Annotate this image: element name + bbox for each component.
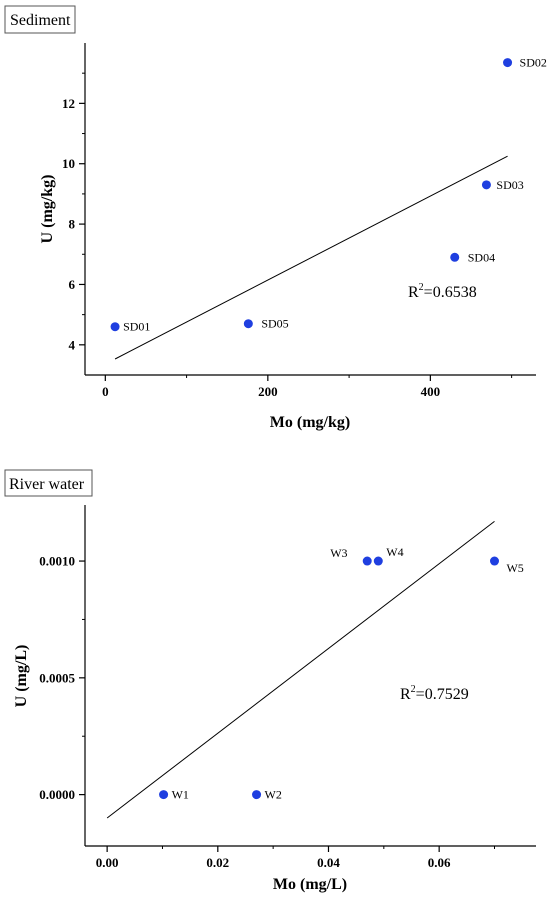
y-tick-label: 8 xyxy=(69,217,76,232)
x-axis-title: Mo (mg/kg) xyxy=(270,414,350,431)
point-label-w2: W2 xyxy=(265,788,282,802)
x-tick-label: 0.02 xyxy=(206,855,229,870)
x-tick-label: 0 xyxy=(102,384,109,399)
point-label-sd01: SD01 xyxy=(123,320,150,334)
r2-prefix: R xyxy=(408,284,419,301)
x-axis-title: Mo (mg/L) xyxy=(273,876,347,893)
r2-value: =0.7529 xyxy=(416,686,469,703)
fit-line xyxy=(114,155,508,360)
y-tick-label: 0.0005 xyxy=(39,670,75,685)
x-ticks: 0 200 400 xyxy=(102,375,513,399)
point-label-w3: W3 xyxy=(330,546,347,560)
data-point-w1 xyxy=(159,790,169,800)
data-point-w3 xyxy=(362,556,372,566)
panel-label: River water xyxy=(9,476,85,493)
data-point-w4 xyxy=(373,556,383,566)
y-tick-label: 10 xyxy=(62,156,75,171)
data-point-sd03 xyxy=(481,180,491,190)
point-label-sd05: SD05 xyxy=(261,317,288,331)
point-label-sd04: SD04 xyxy=(468,250,495,264)
y-ticks: 4 6 8 10 12 xyxy=(62,72,85,352)
x-tick-label: 400 xyxy=(421,384,441,399)
point-label-sd02: SD02 xyxy=(520,56,547,70)
fit-line xyxy=(106,520,495,819)
x-tick-label: 0.00 xyxy=(96,855,119,870)
data-point-sd05 xyxy=(243,319,253,329)
y-ticks: 0.0000 0.0005 0.0010 xyxy=(39,554,85,802)
x-tick-label: 0.04 xyxy=(317,855,340,870)
r2-value: =0.6538 xyxy=(424,284,477,301)
data-point-w2 xyxy=(252,790,262,800)
data-points: W1 W2 W3 W4 W5 xyxy=(159,545,524,802)
x-ticks: 0.00 0.02 0.04 0.06 xyxy=(96,846,495,870)
y-axis-title: U (mg/kg) xyxy=(39,175,56,244)
r2-superscript: 2 xyxy=(411,684,416,695)
r-squared-label: R2=0.6538 xyxy=(408,282,477,301)
y-axis-title: U (mg/L) xyxy=(13,645,30,708)
data-point-sd01 xyxy=(110,322,120,332)
data-point-sd04 xyxy=(450,252,460,262)
x-tick-label: 200 xyxy=(258,384,278,399)
y-tick-label: 6 xyxy=(69,277,76,292)
y-tick-label: 4 xyxy=(69,337,76,352)
y-tick-label: 0.0000 xyxy=(39,787,75,802)
data-points: SD01 SD05 SD04 SD03 SD02 xyxy=(110,56,547,334)
y-tick-label: 0.0010 xyxy=(39,554,75,569)
point-label-w4: W4 xyxy=(386,545,403,559)
r2-prefix: R xyxy=(400,686,411,703)
x-tick-label: 0.06 xyxy=(428,855,451,870)
panel-label-box xyxy=(4,469,93,497)
data-point-sd02 xyxy=(503,58,513,68)
r2-superscript: 2 xyxy=(419,282,424,293)
point-label-sd03: SD03 xyxy=(496,178,523,192)
data-point-w5 xyxy=(489,556,499,566)
y-tick-label: 12 xyxy=(62,96,75,111)
panel-label: Sediment xyxy=(10,12,71,29)
r-squared-label: R2=0.7529 xyxy=(400,684,469,703)
point-label-w1: W1 xyxy=(172,788,189,802)
point-label-w5: W5 xyxy=(506,561,523,575)
panel-label-box xyxy=(4,5,76,34)
chart-river-water: River water 0.00 0.02 0.04 0.06 0.00000.000… xyxy=(4,469,536,893)
